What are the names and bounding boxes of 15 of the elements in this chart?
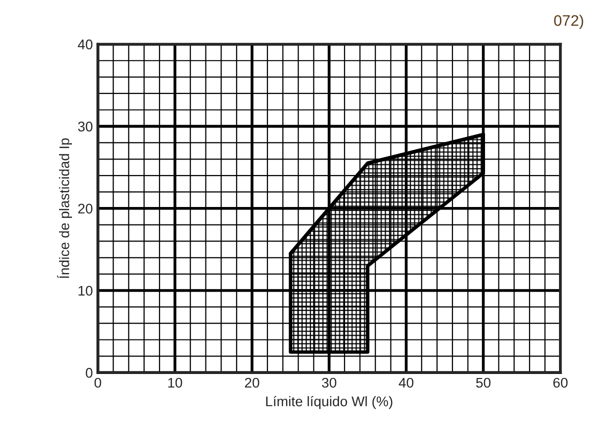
x-tick-label: 10 xyxy=(168,378,182,388)
text: 072) xyxy=(554,14,584,29)
x-tick-label: 0 xyxy=(94,378,102,388)
x-tick-label: 40 xyxy=(398,378,414,388)
x-tick-label: 20 xyxy=(245,378,260,388)
x-tick-label: 30 xyxy=(322,378,336,388)
y-tick-label: 40 xyxy=(78,40,92,50)
x-tick-label: 60 xyxy=(553,378,568,388)
y-tick-label: 20 xyxy=(78,204,92,214)
x-axis-title: Límite líquido Wl (%) xyxy=(266,396,392,410)
y-tick-label: 10 xyxy=(78,286,92,296)
x-tick-label: 50 xyxy=(476,378,490,388)
y-tick-label: 30 xyxy=(78,122,92,132)
y-axis-title: Índice de plasticidad Ip xyxy=(57,138,72,278)
y-tick-label: 0 xyxy=(86,368,92,378)
